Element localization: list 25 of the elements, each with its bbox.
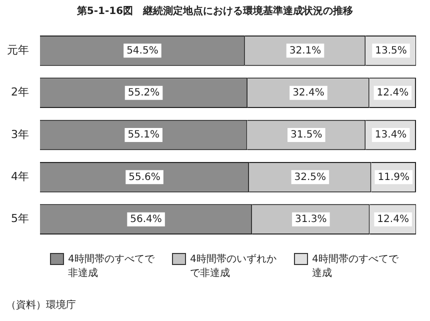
data-label: 32.4%	[292, 87, 324, 98]
data-label: 12.4%	[377, 214, 409, 225]
data-label: 13.4%	[374, 130, 407, 141]
data-label: 31.3%	[295, 214, 327, 225]
data-label: 32.1%	[289, 45, 322, 56]
data-label: 56.4%	[130, 214, 162, 225]
data-label: 55.6%	[128, 172, 160, 183]
y-tick-label: 4年	[11, 170, 29, 184]
legend-label: 4時間帯のすべてで達成	[312, 252, 400, 280]
data-label: 54.5%	[126, 45, 158, 56]
y-tick-label: 2年	[11, 86, 29, 99]
data-label: 11.9%	[378, 172, 410, 183]
data-label: 55.2%	[128, 87, 160, 98]
y-tick-label: 3年	[11, 128, 29, 141]
data-label: 12.4%	[376, 87, 409, 98]
chart-title: 第5-1-16図 継続測定地点における環境基準達成状況の推移	[76, 4, 354, 18]
data-label: 13.5%	[375, 45, 407, 56]
y-tick-label: 元年	[7, 44, 29, 57]
data-label: 55.1%	[128, 130, 160, 141]
legend-label: 4時間帯のいずれかで非達成	[190, 252, 278, 280]
data-label: 32.5%	[294, 172, 326, 183]
y-tick-label: 5年	[11, 212, 29, 226]
text: （資料）環境庁	[6, 298, 76, 312]
legend-label: 4時間帯のすべてで非達成	[68, 252, 156, 280]
data-label: 31.5%	[290, 130, 322, 141]
